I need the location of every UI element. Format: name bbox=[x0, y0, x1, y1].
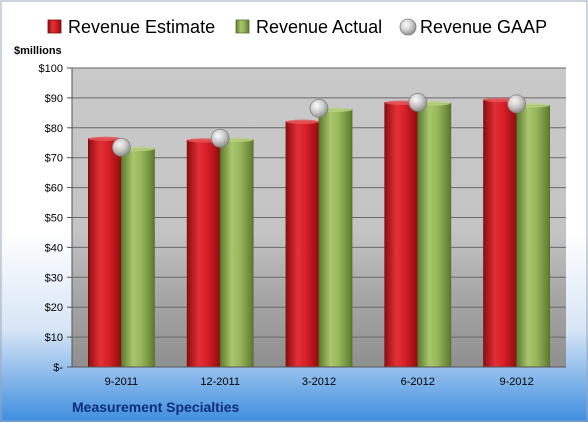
gaap-markers bbox=[112, 92, 526, 157]
y-axis-ticks: $- $10 $20 $30 $40 $50 $60 $70 $80 $90 $100 bbox=[39, 63, 73, 374]
revenue-estimate-bar bbox=[186, 139, 221, 368]
revenue-gaap-marker bbox=[309, 98, 329, 118]
x-tick-label: 9-2012 bbox=[499, 376, 533, 388]
x-tick-label: 9-2011 bbox=[105, 376, 138, 388]
y-axis-label: $millions bbox=[14, 45, 62, 57]
x-axis-ticks: 9-2011 12-2011 3-2012 6-2012 9-2012 bbox=[72, 366, 566, 388]
y-tick-label: $50 bbox=[45, 213, 63, 225]
revenue-actual-bar bbox=[318, 109, 353, 368]
y-tick-label: $80 bbox=[45, 123, 63, 135]
revenue-estimate-bar-cap bbox=[88, 136, 122, 142]
revenue-estimate-bar bbox=[285, 121, 320, 368]
legend-label-revenue-estimate: Revenue Estimate bbox=[68, 17, 215, 37]
legend: Revenue Estimate Revenue Actual Revenue GA… bbox=[47, 17, 547, 37]
revenue-gaap-marker bbox=[408, 92, 428, 112]
y-tick-label: $60 bbox=[45, 183, 63, 195]
revenue-estimate-bar bbox=[88, 138, 122, 368]
y-tick-label: $20 bbox=[45, 302, 63, 314]
y-tick-label: $90 bbox=[45, 93, 63, 105]
legend-label-revenue-gaap: Revenue GAAP bbox=[420, 17, 547, 37]
revenue-estimate-bar bbox=[483, 99, 518, 368]
revenue-actual-bar bbox=[121, 148, 155, 368]
revenue-gaap-marker bbox=[210, 128, 230, 148]
y-tick-label: $70 bbox=[45, 153, 63, 165]
y-tick-label: $30 bbox=[45, 272, 63, 284]
revenue-actual-bar bbox=[219, 139, 254, 368]
y-tick-label: $- bbox=[53, 362, 63, 374]
revenue-gaap-marker bbox=[112, 137, 131, 157]
company-name: Measurement Specialties bbox=[72, 399, 240, 415]
legend-swatch-revenue-estimate bbox=[47, 19, 62, 34]
y-tick-label: $40 bbox=[45, 242, 63, 254]
x-tick-label: 3-2012 bbox=[302, 376, 336, 388]
revenue-gaap-marker bbox=[507, 94, 526, 114]
x-tick-label: 6-2012 bbox=[401, 376, 435, 388]
x-tick-label: 12-2011 bbox=[200, 376, 240, 388]
revenue-estimate-bar bbox=[384, 102, 419, 368]
legend-swatch-revenue-actual bbox=[235, 19, 250, 34]
revenue-actual-bar bbox=[516, 104, 550, 368]
revenue-estimate-bar-cap bbox=[286, 119, 319, 125]
revenue-actual-bar bbox=[417, 102, 452, 368]
y-tick-label: $100 bbox=[39, 63, 63, 75]
bars bbox=[88, 97, 550, 368]
legend-label-revenue-actual: Revenue Actual bbox=[256, 17, 382, 37]
legend-swatch-revenue-gaap bbox=[399, 18, 417, 36]
y-tick-label: $10 bbox=[45, 332, 63, 344]
